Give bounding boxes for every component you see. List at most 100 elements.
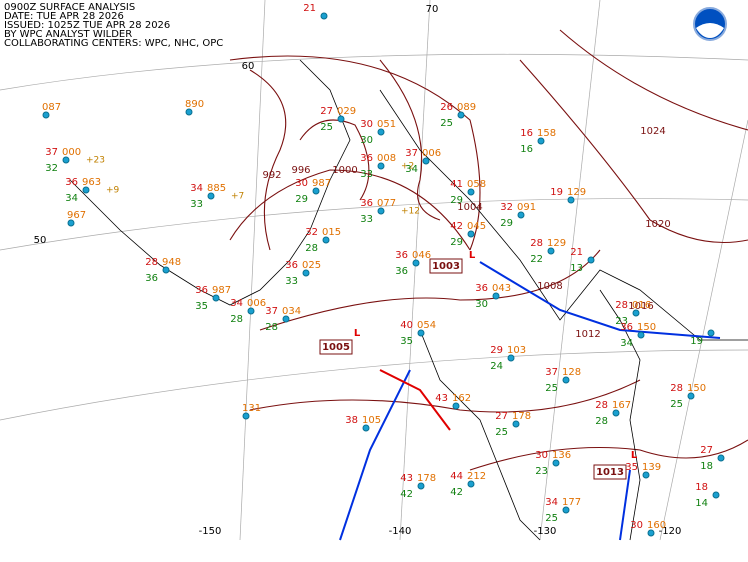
station-dewpoint: 30	[360, 135, 373, 146]
station-marker	[412, 259, 420, 267]
station-temperature: 36	[285, 260, 298, 271]
station-marker	[637, 331, 645, 339]
station-dewpoint: 34	[620, 338, 633, 349]
station-pressure: 006	[422, 148, 441, 159]
station-tendency: +23	[86, 156, 105, 166]
station-dewpoint: 25	[495, 427, 508, 438]
station-temperature: 43	[400, 473, 413, 484]
station-marker	[417, 482, 425, 490]
station-marker	[687, 392, 695, 400]
low-pressure: 1013	[596, 467, 624, 478]
station-pressure: 087	[42, 102, 61, 113]
station-marker	[67, 219, 75, 227]
header-line: 0900Z SURFACE ANALYSIS	[4, 2, 135, 13]
station-temperature: 27	[320, 106, 333, 117]
station-marker	[632, 309, 640, 317]
station-pressure: 105	[362, 415, 381, 426]
noaa-logo	[693, 7, 727, 41]
isobars	[229, 29, 748, 471]
station-pressure: 150	[637, 322, 656, 333]
low-symbol: L	[469, 250, 476, 261]
station-temperature: 37	[265, 306, 278, 317]
station-dewpoint: 18	[700, 461, 713, 472]
station-pressure: 034	[282, 306, 301, 317]
grid-label: -150	[199, 526, 222, 537]
station-temperature: 44	[450, 471, 463, 482]
station-marker	[457, 111, 465, 119]
station-pressure: 008	[377, 153, 396, 164]
station-temperature: 36	[475, 283, 488, 294]
station-dewpoint: 35	[400, 336, 413, 347]
station-temperature: 21	[570, 247, 583, 258]
station-marker	[547, 247, 555, 255]
station-marker	[642, 471, 650, 479]
station-temperature: 42	[450, 221, 463, 232]
station-marker	[185, 108, 193, 116]
coastline	[69, 59, 748, 541]
station-tendency: +9	[106, 186, 120, 196]
station-temperature: 30	[630, 520, 643, 531]
station-marker	[242, 412, 250, 420]
station-pressure: 006	[247, 298, 266, 309]
station-marker	[512, 420, 520, 428]
station-marker	[467, 188, 475, 196]
station-dewpoint: 25	[440, 118, 453, 129]
station-pressure: 015	[322, 227, 341, 238]
station-pressure: 043	[492, 283, 511, 294]
station-dewpoint: 16	[520, 144, 533, 155]
station-pressure: 077	[377, 198, 396, 209]
isobar-label: 1008	[537, 281, 562, 292]
station-temperature: 36	[65, 177, 78, 188]
header-line: COLLABORATING CENTERS: WPC, NHC, OPC	[4, 38, 223, 49]
station-marker	[82, 186, 90, 194]
station-marker	[717, 454, 725, 462]
station-dewpoint: 42	[450, 487, 463, 498]
isobar-label: 992	[262, 170, 281, 181]
station-dewpoint: 19	[690, 336, 703, 347]
station-marker	[452, 402, 460, 410]
low-symbol: L	[631, 450, 638, 461]
station-pressure: 054	[417, 320, 436, 331]
station-pressure: 890	[185, 99, 204, 110]
station-dewpoint: 33	[360, 214, 373, 225]
isobar-label: 996	[291, 165, 310, 176]
station-temperature: 16	[520, 128, 533, 139]
station-marker	[492, 292, 500, 300]
station-temperature: 27	[700, 445, 713, 456]
station-marker	[587, 256, 595, 264]
station-dewpoint: 28	[230, 314, 243, 325]
station-pressure: 058	[467, 179, 486, 190]
station-pressure: 178	[417, 473, 436, 484]
station-marker	[467, 230, 475, 238]
station-temperature: 41	[450, 179, 463, 190]
station-dewpoint: 25	[670, 399, 683, 410]
station-marker	[62, 156, 70, 164]
station-pressure: 016	[632, 300, 651, 311]
station-temperature: 37	[545, 367, 558, 378]
station-marker	[377, 162, 385, 170]
low-box	[429, 258, 463, 274]
isobar-label: 1000	[332, 165, 357, 176]
station-marker	[320, 12, 328, 20]
station-pressure: 089	[457, 102, 476, 113]
station-dewpoint: 33	[190, 199, 203, 210]
isobar-label: 1020	[645, 219, 670, 230]
station-marker	[282, 315, 290, 323]
station-temperature: 28	[670, 383, 683, 394]
station-temperature: 35	[625, 462, 638, 473]
grid-label: 60	[242, 61, 255, 72]
station-temperature: 43	[435, 393, 448, 404]
station-marker	[517, 211, 525, 219]
station-pressure: 136	[552, 450, 571, 461]
low-pressure: 1005	[322, 342, 350, 353]
station-dewpoint: 36	[395, 266, 408, 277]
station-marker	[712, 491, 720, 499]
grid-label: -120	[659, 526, 682, 537]
station-pressure: 150	[687, 383, 706, 394]
station-temperature: 32	[305, 227, 318, 238]
station-dewpoint: 13	[570, 263, 583, 274]
header-line: BY WPC ANALYST WILDER	[4, 29, 132, 40]
station-dewpoint: 42	[400, 489, 413, 500]
header-line: DATE: TUE APR 28 2026	[4, 11, 124, 22]
station-dewpoint: 36	[145, 273, 158, 284]
